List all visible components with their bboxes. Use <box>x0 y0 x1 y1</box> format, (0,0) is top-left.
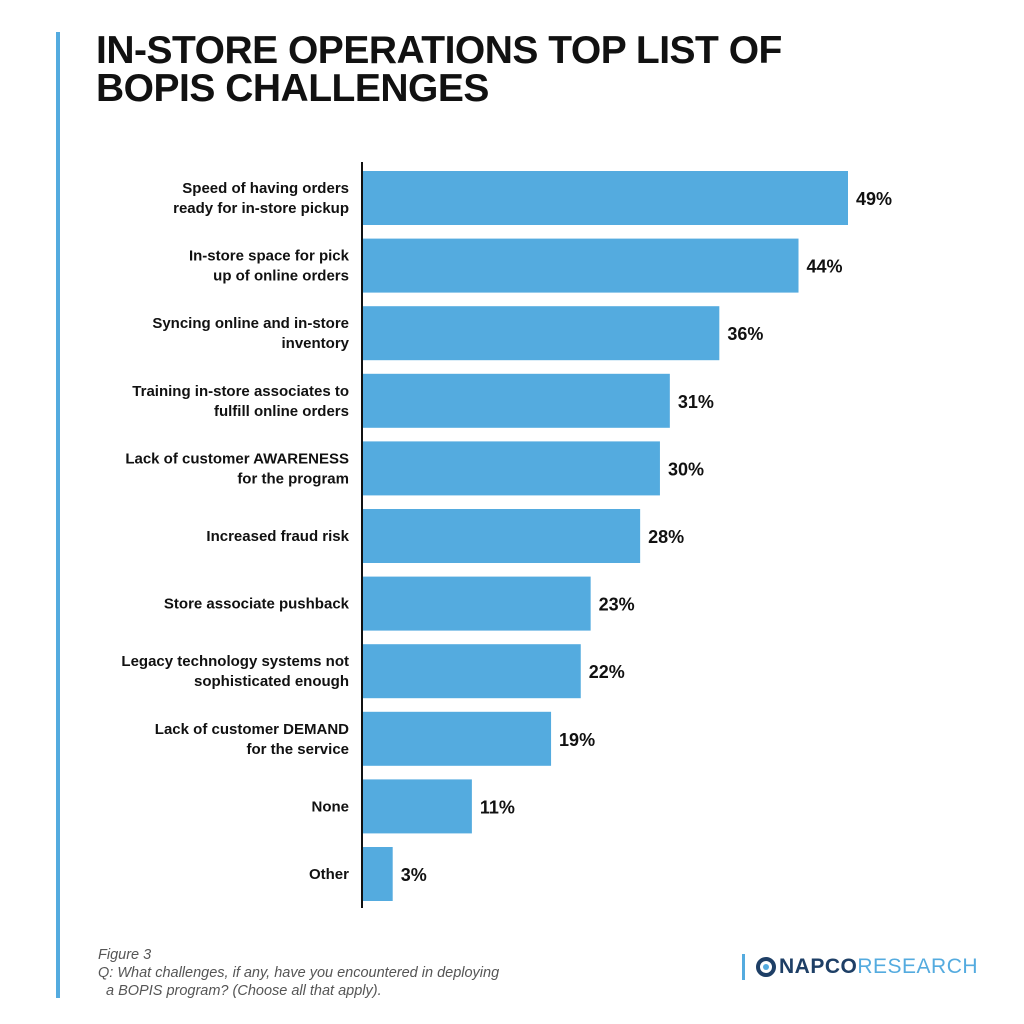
value-label-10: 3% <box>401 865 427 885</box>
title-line-1: IN-STORE OPERATIONS TOP LIST OF <box>96 29 782 72</box>
bar-7 <box>363 644 581 699</box>
chart-title: IN-STORE OPERATIONS TOP LIST OF BOPIS CH… <box>96 29 856 110</box>
bar-9 <box>363 779 472 834</box>
bar-2 <box>363 306 720 361</box>
category-label-8-line-1: Lack of customer DEMAND <box>155 721 349 738</box>
logo-research: RESEARCH <box>857 955 979 978</box>
value-label-3: 31% <box>678 392 714 412</box>
category-label-2-line-1: Syncing online and in-store <box>152 315 349 332</box>
value-label-5: 28% <box>648 527 684 547</box>
figure-number: Figure 3 <box>98 947 152 963</box>
bar-6 <box>363 576 591 631</box>
category-label-10-line-1: Other <box>309 866 349 883</box>
category-label-3-line-2: fulfill online orders <box>214 403 349 420</box>
category-label-6-line-1: Store associate pushback <box>164 596 350 613</box>
category-label-1-line-1: In-store space for pick <box>189 248 350 265</box>
category-label-0-line-2: ready for in-store pickup <box>173 200 349 217</box>
figure-caption: Figure 3 Q: What challenges, if any, hav… <box>98 946 568 1000</box>
bar-1 <box>363 238 799 293</box>
value-label-1: 44% <box>807 257 843 277</box>
logo-wordmark: NAPCORESEARCH <box>779 955 978 979</box>
logo-divider <box>742 954 745 980</box>
value-label-7: 22% <box>589 662 625 682</box>
category-label-7-line-2: sophisticated enough <box>194 673 349 690</box>
value-label-6: 23% <box>599 595 635 615</box>
category-label-9-line-1: None <box>312 798 350 815</box>
category-label-7-line-1: Legacy technology systems not <box>121 653 349 670</box>
bar-4 <box>363 441 660 496</box>
category-label-8-line-2: for the service <box>246 741 349 758</box>
bar-0 <box>363 171 848 225</box>
value-label-9: 11% <box>480 797 515 817</box>
category-label-5-line-1: Increased fraud risk <box>206 528 349 545</box>
bar-10 <box>363 847 393 901</box>
accent-line <box>56 32 60 998</box>
napco-circle-icon <box>755 956 777 978</box>
value-label-0: 49% <box>856 189 892 209</box>
category-label-0-line-1: Speed of having orders <box>182 180 349 197</box>
category-label-1-line-2: up of online orders <box>213 268 349 285</box>
survey-question-line-1: Q: What challenges, if any, have you enc… <box>98 965 500 981</box>
value-label-8: 19% <box>559 730 595 750</box>
survey-question-line-2: a BOPIS program? (Choose all that apply)… <box>106 983 382 999</box>
value-label-4: 30% <box>668 459 704 479</box>
bar-8 <box>363 711 552 766</box>
title-line-2: BOPIS CHALLENGES <box>96 67 489 110</box>
value-label-2: 36% <box>727 324 763 344</box>
category-label-4-line-1: Lack of customer AWARENESS <box>125 450 349 467</box>
napco-research-logo: NAPCORESEARCH <box>742 953 978 981</box>
category-label-2-line-2: inventory <box>281 335 349 352</box>
bar-3 <box>363 373 670 428</box>
bar-5 <box>363 509 641 563</box>
category-label-3-line-1: Training in-store associates to <box>132 383 349 400</box>
category-label-4-line-2: for the program <box>237 470 349 487</box>
logo-napco: NAPCO <box>779 955 858 978</box>
